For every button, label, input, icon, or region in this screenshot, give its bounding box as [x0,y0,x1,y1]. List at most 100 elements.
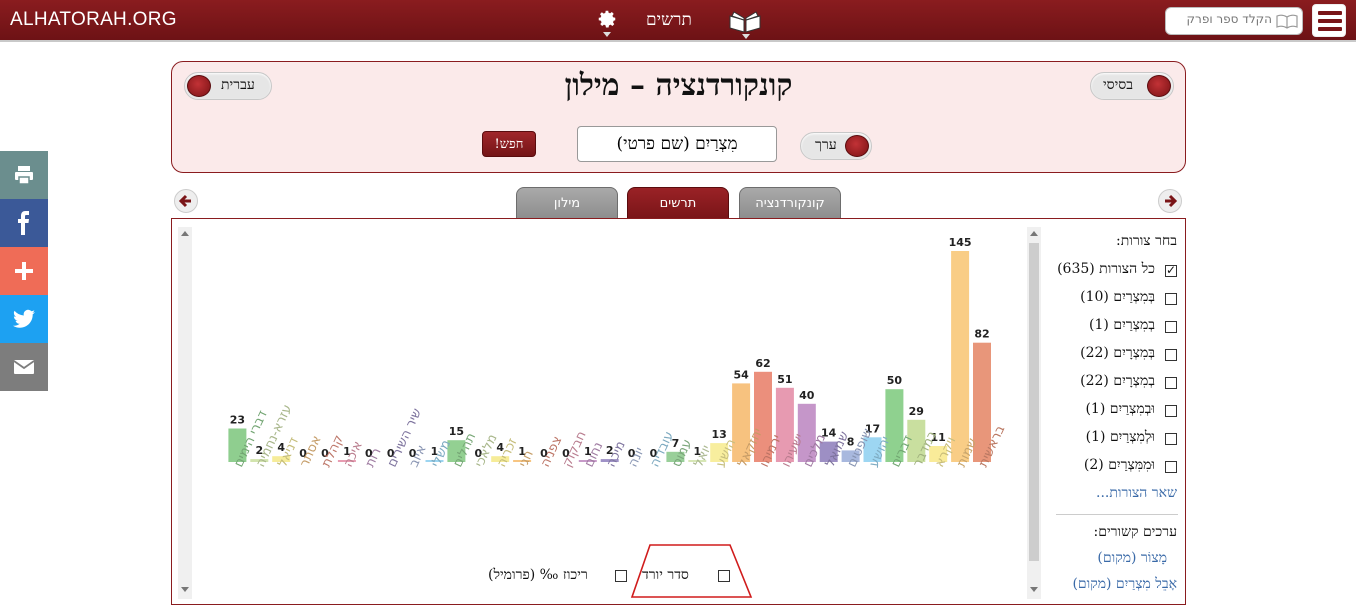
bar-value-label: 2 [606,444,614,457]
arrow-left-icon [178,194,191,208]
chart-scrollbar[interactable] [178,227,192,599]
form-checkbox[interactable] [1165,349,1177,361]
print-icon [15,166,33,185]
twitter-share-button[interactable] [0,295,48,343]
bar-value-label: 0 [365,447,373,460]
book-icon[interactable] [728,10,762,34]
chart-bar[interactable] [666,451,685,462]
chart-bar[interactable] [272,456,291,462]
concentration-option[interactable]: ריכוז ‰ (פרומיל) [488,567,588,584]
language-toggle-label: עברית [221,77,255,93]
select-forms-heading: בחר צורות: [1116,233,1177,249]
form-label: וּבְמִצְרַיִם (1) [1085,401,1155,417]
value-field[interactable]: מִצְרַיִם (שם פרטי) [577,126,777,162]
form-checkbox[interactable] [1165,293,1177,305]
chart-bar[interactable] [863,437,882,462]
search-button[interactable]: חפש! [482,131,536,157]
email-share-button[interactable] [0,343,48,391]
form-checkbox[interactable] [1165,405,1177,417]
bar-value-label: 1 [343,445,351,458]
form-checkbox[interactable] [1165,377,1177,389]
form-label: בְמִצְרָיִם (22) [1080,373,1155,389]
bar-value-label: 4 [496,441,504,454]
chart-bar[interactable] [425,460,444,462]
gear-icon[interactable] [596,8,618,30]
category-label[interactable]: חגי [516,448,537,470]
next-arrow-button[interactable] [1158,189,1182,213]
chart-bar[interactable] [710,443,729,462]
chart-bar[interactable] [841,450,860,462]
bar-value-label: 17 [865,422,880,435]
type-toggle-label: ערך [815,137,837,153]
form-label: בְּמִצְרַיִם (10) [1080,289,1155,305]
tab-dictionary[interactable]: מילון [516,187,618,218]
sidebar-scrollbar[interactable] [1027,227,1041,599]
menu-button[interactable] [1312,4,1346,37]
scroll-down-icon[interactable] [1030,587,1038,592]
search-input[interactable] [1172,12,1272,26]
chart-bar[interactable] [447,440,466,462]
chart-bar[interactable] [513,460,532,462]
top-bar: ALHATORAH.ORG תרשים [0,0,1356,42]
chart-bar[interactable] [250,459,269,462]
top-center-menu: תרשים [596,6,766,39]
email-icon [13,360,35,374]
search-panel: עברית קונקורדנציה – מילון בסיסי חפש! מִצ… [171,61,1186,173]
chart-bar[interactable] [754,371,772,462]
book-caret-icon [742,34,750,39]
chart-bar[interactable] [491,456,510,462]
search-box[interactable] [1165,7,1303,35]
scroll-up-icon[interactable] [1030,231,1038,236]
chart-bar[interactable] [732,383,751,462]
tab-concordance[interactable]: קונקורדנציה [739,187,841,218]
chart-bar[interactable] [885,389,904,462]
concentration-label: ריכוז ‰ (פרומיל) [488,567,588,583]
menu-bar-icon [1318,27,1342,31]
scroll-up-icon[interactable] [181,231,189,236]
bar-value-label: 0 [321,447,329,460]
bar-value-label: 0 [562,447,570,460]
chart-bar[interactable] [600,459,619,462]
concentration-checkbox[interactable] [615,570,627,582]
category-label[interactable]: רות [363,446,385,470]
scroll-down-icon[interactable] [181,587,189,592]
site-logo[interactable]: ALHATORAH.ORG [10,9,177,30]
language-toggle[interactable]: עברית [184,72,272,100]
bar-value-label: 51 [777,373,792,386]
chart-bar[interactable] [578,460,597,462]
chart-bar[interactable] [797,403,816,462]
descending-option[interactable]: סדר יורד [642,567,689,584]
form-checkbox[interactable] [1165,263,1177,277]
bar-value-label: 0 [650,447,658,460]
bar-value-label: 82 [974,328,989,341]
chart-bar[interactable] [929,446,948,462]
related-entry-link[interactable]: מָצוֹר (מקום) [1097,550,1167,566]
sidebar-divider [1056,514,1178,515]
descending-checkbox[interactable] [718,570,730,582]
print-button[interactable] [0,151,48,199]
more-forms-link[interactable]: שאר הצורות... [1096,485,1177,501]
form-label: בְמִצְרַיִם (1) [1089,317,1155,333]
chart-bar[interactable] [951,251,970,462]
related-entry-link[interactable]: אָבֵל מִצְרַיִם (מקום) [1072,576,1177,592]
more-share-button[interactable] [0,247,48,295]
chart-bar[interactable] [775,387,794,462]
mode-toggle[interactable]: בסיסי [1090,72,1174,100]
form-checkbox[interactable] [1165,461,1177,473]
form-checkbox[interactable] [1165,433,1177,445]
type-toggle[interactable]: ערך [800,132,872,160]
chart-bar[interactable] [688,460,707,462]
chart-bar[interactable] [819,441,838,462]
facebook-share-button[interactable] [0,199,48,247]
plus-icon [15,262,33,280]
prev-arrow-button[interactable] [174,189,198,213]
scroll-thumb[interactable] [1029,243,1039,561]
chart-bar[interactable] [907,419,926,462]
chart-bar[interactable] [337,460,356,462]
chart-bar[interactable] [228,428,247,463]
chart-bar[interactable] [973,342,991,462]
current-view-label[interactable]: תרשים [646,10,692,30]
form-checkbox[interactable] [1165,321,1177,333]
bar-value-label: 4 [277,441,285,454]
tab-chart[interactable]: תרשים [627,187,729,218]
